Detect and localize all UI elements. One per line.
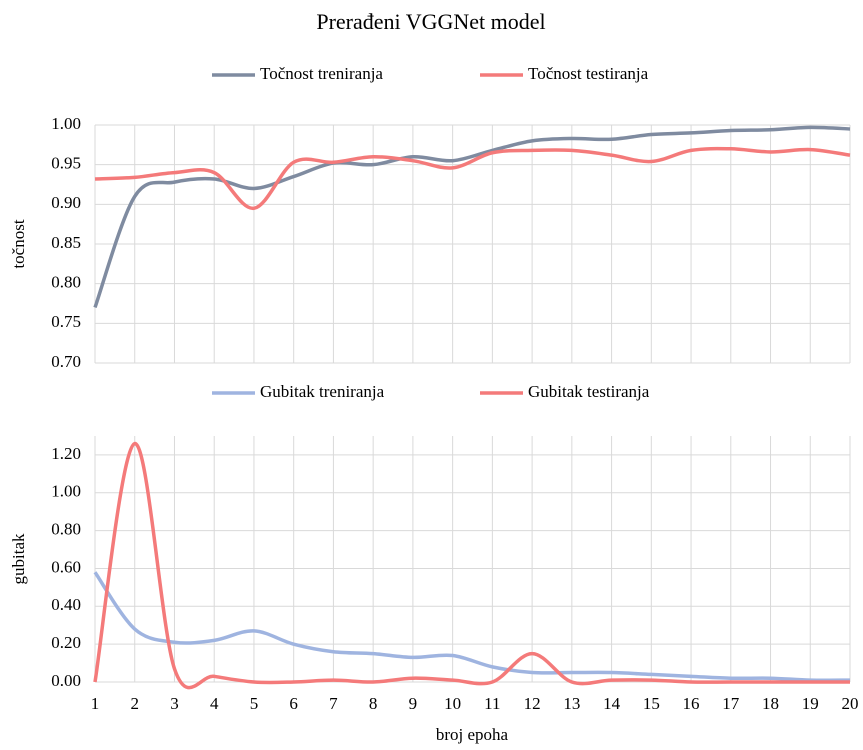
y-tick-label: 0.60 (51, 557, 81, 576)
legend-label: Točnost treniranja (260, 64, 383, 83)
x-tick-label: 14 (603, 694, 621, 713)
x-tick-label: 17 (722, 694, 740, 713)
y-tick-label: 0.75 (51, 312, 81, 331)
y-tick-label: 1.00 (51, 114, 81, 133)
y-tick-label: 0.80 (51, 273, 81, 292)
x-tick-label: 20 (842, 694, 859, 713)
data-line (93, 125, 851, 309)
legend-label: Gubitak treniranja (260, 382, 385, 401)
y-tick-label: 0.85 (51, 233, 81, 252)
y-tick-label: 0.70 (51, 352, 81, 371)
x-tick-label: 5 (250, 694, 259, 713)
data-line (93, 571, 851, 682)
y-tick-label: 0.00 (51, 671, 81, 690)
y-tick-label: 0.20 (51, 633, 81, 652)
x-axis-label: broj epoha (436, 725, 509, 744)
x-tick-label: 12 (524, 694, 541, 713)
x-tick-label: 8 (369, 694, 378, 713)
y-tick-label: 0.40 (51, 595, 81, 614)
x-tick-label: 4 (210, 694, 219, 713)
x-tick-label: 2 (130, 694, 139, 713)
x-tick-label: 3 (170, 694, 179, 713)
legend-label: Točnost testiranja (528, 64, 649, 83)
y-axis-label: točnost (9, 219, 28, 268)
x-tick-label: 9 (409, 694, 418, 713)
x-tick-label: 11 (484, 694, 500, 713)
y-axis-label: gubitak (9, 533, 28, 584)
x-tick-label: 16 (683, 694, 700, 713)
data-line (94, 146, 851, 211)
y-tick-label: 0.95 (51, 154, 81, 173)
x-tick-label: 15 (643, 694, 660, 713)
x-tick-label: 7 (329, 694, 338, 713)
x-tick-label: 6 (289, 694, 298, 713)
y-tick-label: 1.20 (51, 444, 81, 463)
y-tick-label: 0.80 (51, 520, 81, 539)
x-tick-label: 19 (802, 694, 819, 713)
chart-title: Prerađeni VGGNet model (316, 9, 545, 34)
data-line (93, 441, 850, 690)
x-tick-label: 1 (91, 694, 100, 713)
x-tick-label: 10 (444, 694, 461, 713)
x-tick-label: 13 (563, 694, 580, 713)
legend-label: Gubitak testiranja (528, 382, 650, 401)
y-tick-label: 0.90 (51, 193, 81, 212)
y-tick-label: 1.00 (51, 482, 81, 501)
x-tick-label: 18 (762, 694, 779, 713)
